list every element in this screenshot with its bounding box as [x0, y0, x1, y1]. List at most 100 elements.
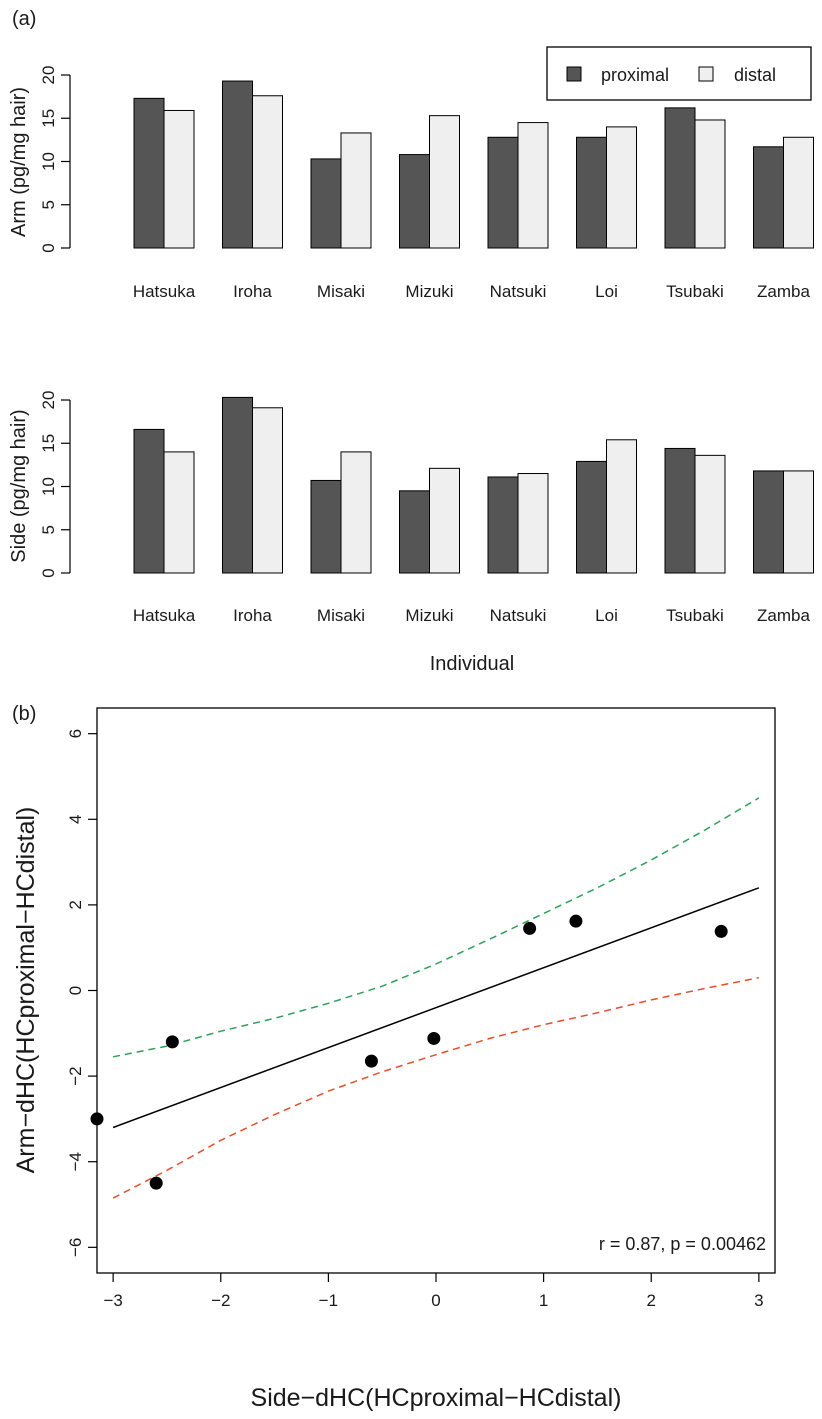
- a-y-tick-label: 0: [39, 243, 58, 252]
- s-bar-proximal: [664, 447, 696, 574]
- s-y-tick-label: 15: [39, 434, 58, 453]
- data-point: [427, 1031, 441, 1045]
- a-bar-distal: [340, 132, 372, 249]
- scatter-y-axis: −6 −4 −2 0 2 4 6: [66, 729, 97, 1257]
- a-bar-proximal: [664, 107, 696, 249]
- upper-confidence-band: [112, 797, 760, 1058]
- scatter-x-tick-label: −2: [211, 1291, 230, 1310]
- scatter-x-tick-label: 0: [431, 1291, 440, 1310]
- arm-bar-chart: (a) Arm (pg/mg hair) 0 5 10 15 20 Hatsuka Iro…: [8, 8, 814, 301]
- lower-confidence-band: [112, 976, 760, 1199]
- scatter-x-tick-label: −3: [103, 1291, 122, 1310]
- a-y-tick-label: 15: [39, 109, 58, 128]
- s-y-tick-label: 10: [39, 477, 58, 496]
- a-bar-distal: [606, 126, 637, 249]
- scatter-y-tick-label: −2: [66, 1066, 85, 1085]
- s-bar-distal: [429, 467, 460, 574]
- a-bar-proximal: [310, 158, 342, 249]
- legend-label-proximal: proximal: [601, 65, 669, 85]
- a-y-tick-label: 5: [39, 200, 58, 209]
- correlation-annotation: r = 0.87, p = 0.00462: [599, 1234, 766, 1254]
- data-point: [149, 1176, 163, 1190]
- arm-x-tick-labels: Hatsuka Iroha Misaki Mizuki Natsuki Loi Tsubak…: [133, 282, 811, 301]
- a-x-tick-label: Zamba: [757, 282, 810, 301]
- data-point: [165, 1035, 179, 1049]
- scatter-x-tick-label: 3: [754, 1291, 763, 1310]
- scatter-y-tick-label: 4: [66, 815, 85, 824]
- scatter-x-axis-label: Side−dHC(HCproximal−HCdistal): [251, 1384, 622, 1412]
- panel-label-b: (b): [12, 703, 36, 725]
- s-bar-distal: [340, 451, 372, 574]
- s-y-tick-label: 5: [39, 525, 58, 534]
- scatter-y-tick-label: −4: [66, 1152, 85, 1171]
- a-x-tick-label: Misaki: [317, 282, 365, 301]
- scatter-y-tick-label: 6: [66, 729, 85, 738]
- scatter-x-tick-label: 2: [647, 1291, 656, 1310]
- side-y-axis: 0 5 10 15 20: [39, 391, 71, 578]
- s-x-tick-label: Iroha: [233, 606, 272, 625]
- scatter-lines: [112, 797, 760, 1199]
- side-y-axis-label: Side (pg/mg hair): [8, 409, 30, 562]
- a-bar-proximal: [576, 136, 607, 249]
- scatter-y-tick-label: 0: [66, 986, 85, 995]
- s-bar-proximal: [487, 476, 519, 574]
- a-bar-proximal: [222, 80, 253, 249]
- a-x-tick-label: Natsuki: [490, 282, 547, 301]
- scatter-plot: (b) Arm−dHC(HCproximal−HCdistal) Side−dH…: [12, 703, 776, 1412]
- regression-line: [112, 887, 760, 1129]
- scatter-y-axis-label: Arm−dHC(HCproximal−HCdistal): [12, 807, 40, 1174]
- scatter-x-tick-label: −1: [319, 1291, 338, 1310]
- a-bar-distal: [163, 109, 195, 249]
- a-x-tick-label: Loi: [595, 282, 618, 301]
- legend-swatch-proximal: [566, 66, 582, 82]
- a-bar-distal: [429, 115, 460, 249]
- a-bar-proximal: [487, 136, 519, 249]
- a-bar-distal: [783, 136, 814, 249]
- legend-box: [546, 46, 812, 101]
- s-x-tick-label: Misaki: [317, 606, 365, 625]
- s-x-tick-label: Zamba: [757, 606, 810, 625]
- data-point: [90, 1112, 104, 1126]
- a-x-tick-label: Mizuki: [405, 282, 453, 301]
- a-bar-proximal: [133, 97, 165, 249]
- s-x-tick-label: Hatsuka: [133, 606, 196, 625]
- s-bar-distal: [606, 439, 637, 574]
- s-y-tick-label: 0: [39, 568, 58, 577]
- side-x-tick-labels: Hatsuka Iroha Misaki Mizuki Natsuki Loi Tsubak…: [133, 606, 811, 625]
- s-bar-proximal: [222, 396, 253, 574]
- scatter-x-tick-label: 1: [539, 1291, 548, 1310]
- s-bar-distal: [517, 473, 549, 574]
- side-bar-chart: Side (pg/mg hair) 0 5 10 15 20 Hatsuka Iroha M…: [8, 391, 814, 675]
- s-x-tick-label: Loi: [595, 606, 618, 625]
- s-bar-proximal: [399, 490, 430, 574]
- data-point: [714, 924, 728, 938]
- a-x-tick-label: Hatsuka: [133, 282, 196, 301]
- scatter-x-axis: −3 −2 −1 0 1 2 3: [103, 1273, 764, 1310]
- s-x-tick-label: Natsuki: [490, 606, 547, 625]
- s-bar-distal: [783, 470, 814, 574]
- s-bar-distal: [252, 407, 283, 574]
- a-y-tick-label: 10: [39, 152, 58, 171]
- side-bars: [133, 396, 814, 574]
- a-y-tick-label: 20: [39, 66, 58, 85]
- panel-label-a: (a): [12, 8, 36, 30]
- data-point: [569, 914, 583, 928]
- scatter-y-tick-label: 2: [66, 900, 85, 909]
- legend-swatch-distal: [698, 66, 714, 82]
- s-y-tick-label: 20: [39, 391, 58, 410]
- s-bar-proximal: [576, 460, 607, 574]
- s-x-tick-label: Mizuki: [405, 606, 453, 625]
- scatter-points: [90, 914, 728, 1190]
- s-bar-distal: [163, 451, 195, 574]
- scatter-y-tick-label: −6: [66, 1238, 85, 1257]
- plot-frame: [96, 707, 776, 1274]
- a-bar-distal: [694, 119, 726, 249]
- a-bar-distal: [252, 95, 283, 249]
- arm-bars: [133, 80, 814, 249]
- side-x-axis-label: Individual: [430, 653, 515, 675]
- a-bar-proximal: [399, 154, 430, 249]
- legend: proximal distal: [546, 46, 812, 101]
- data-point: [364, 1054, 378, 1068]
- arm-y-axis: 0 5 10 15 20: [39, 66, 71, 253]
